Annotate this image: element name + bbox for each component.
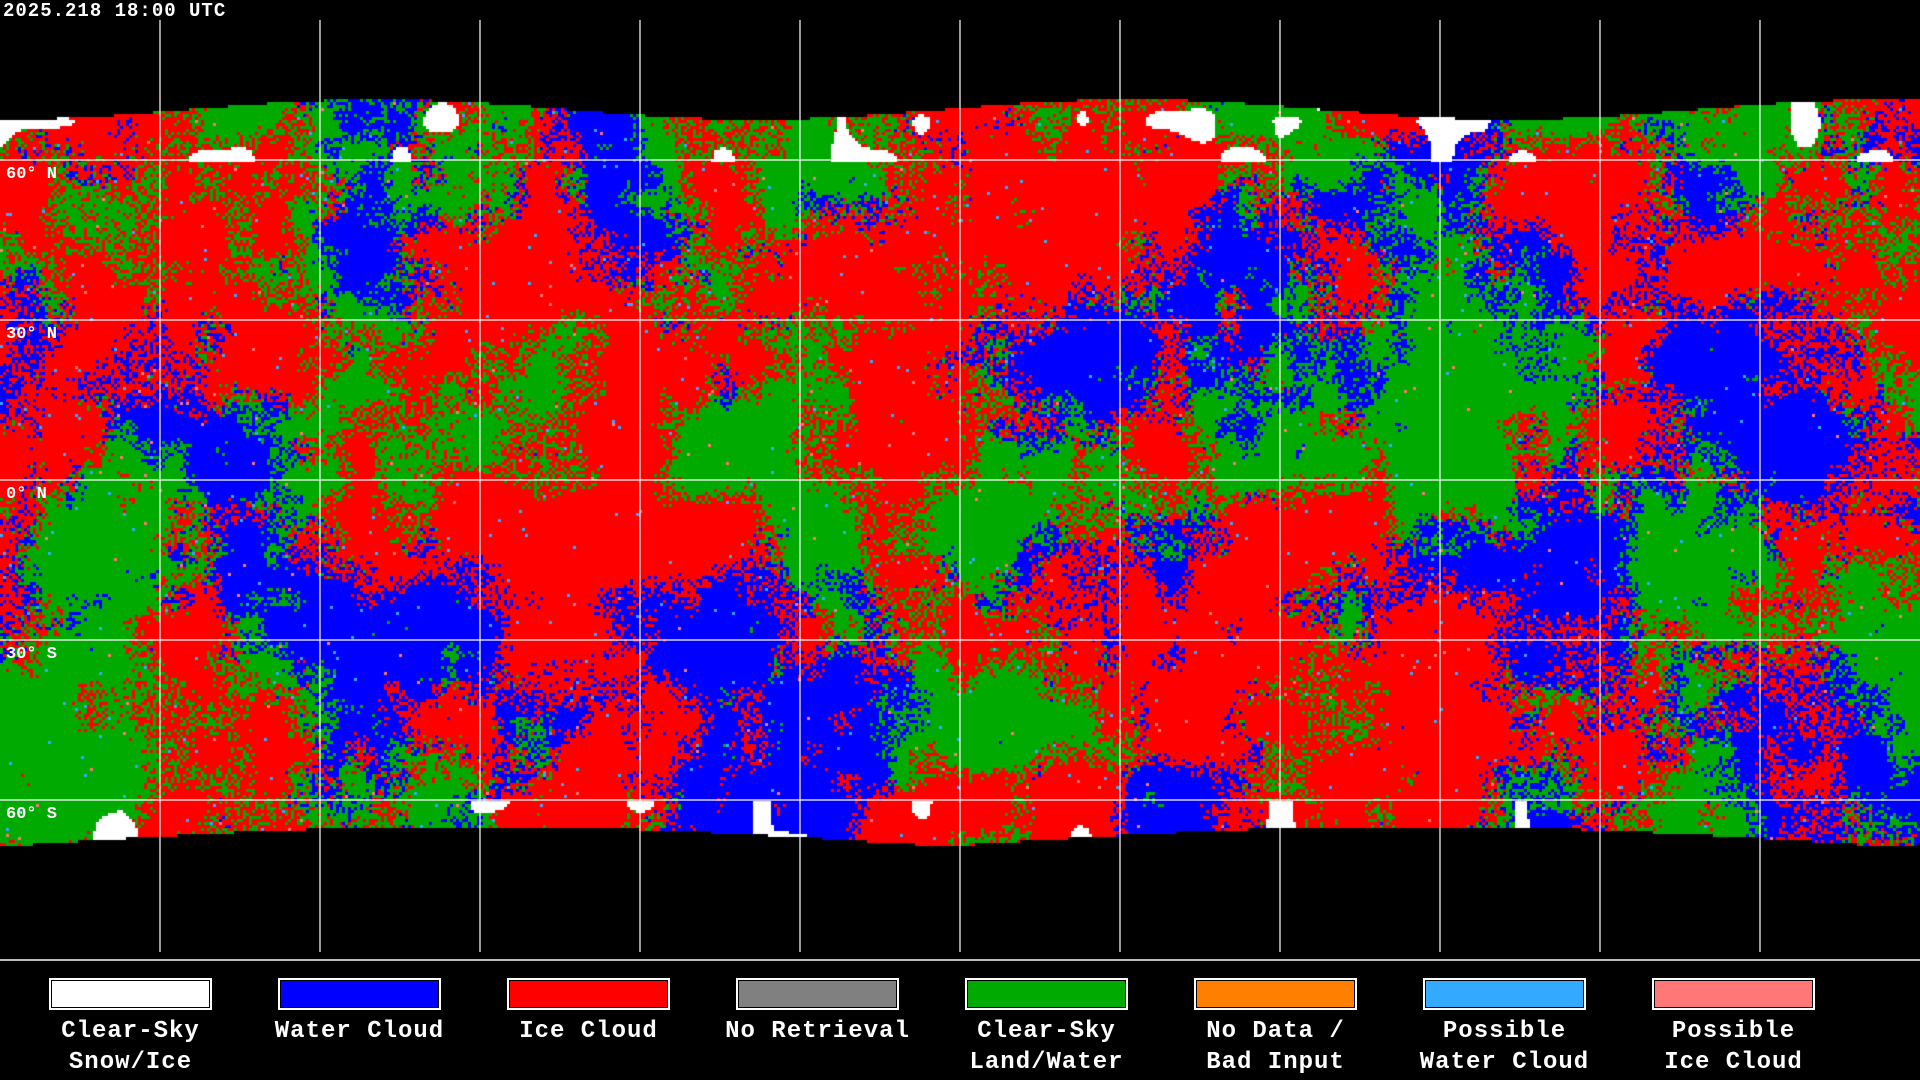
legend-label: Water Cloud	[274, 1018, 445, 1045]
legend-swatch	[1194, 978, 1357, 1010]
legend-label: Possible Water Cloud	[1419, 1018, 1590, 1076]
legend: Clear-Sky Snow/Ice Water Cloud Ice Cloud…	[0, 961, 1920, 1080]
lat-label-60s: 60° S	[6, 805, 58, 824]
legend-swatch	[278, 978, 441, 1010]
legend-item-clear-sky-land-water: Clear-Sky Land/Water	[932, 978, 1161, 1078]
legend-item-possible-ice-cloud: Possible Ice Cloud	[1619, 978, 1848, 1078]
legend-label: Clear-Sky Land/Water	[969, 1018, 1124, 1076]
map-border	[0, 959, 1920, 961]
cloud-phase-map	[0, 0, 1920, 960]
legend-swatch	[49, 978, 212, 1010]
legend-swatch	[965, 978, 1128, 1010]
legend-swatch	[1423, 978, 1586, 1010]
legend-item-ice-cloud: Ice Cloud	[474, 978, 703, 1047]
legend-item-no-retrieval: No Retrieval	[703, 978, 932, 1047]
legend-item-water-cloud: Water Cloud	[245, 978, 474, 1047]
lat-label-30s: 30° S	[6, 645, 58, 664]
legend-label: Possible Ice Cloud	[1664, 1018, 1803, 1076]
legend-item-clear-sky-snow-ice: Clear-Sky Snow/Ice	[16, 978, 245, 1078]
legend-label: No Retrieval	[725, 1018, 910, 1045]
lat-label-0: 0° N	[6, 485, 47, 504]
legend-swatch	[1652, 978, 1815, 1010]
legend-item-no-data: No Data / Bad Input	[1161, 978, 1390, 1078]
legend-label: No Data / Bad Input	[1206, 1018, 1345, 1076]
timestamp: 2025.218 18:00 UTC	[3, 0, 227, 22]
lat-label-30n: 30° N	[6, 325, 58, 344]
legend-swatch	[736, 978, 899, 1010]
legend-item-possible-water-cloud: Possible Water Cloud	[1390, 978, 1619, 1078]
legend-label: Ice Cloud	[519, 1018, 658, 1045]
lat-label-60n: 60° N	[6, 165, 58, 184]
lat-lon-grid	[0, 20, 1920, 952]
legend-label: Clear-Sky Snow/Ice	[61, 1018, 200, 1076]
legend-swatch	[507, 978, 670, 1010]
